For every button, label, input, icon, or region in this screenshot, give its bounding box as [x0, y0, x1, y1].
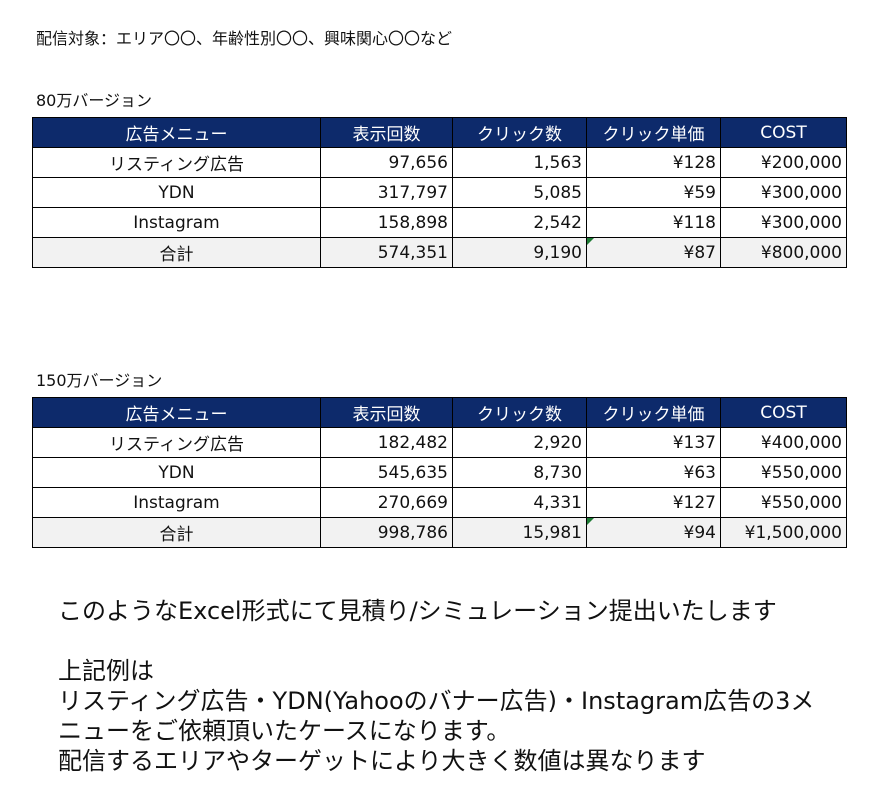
cell-cost: ¥300,000: [720, 177, 847, 208]
explanation-notes: このようなExcel形式にて見積り/シミュレーション提出いたします 上記例は リ…: [58, 596, 814, 776]
header-cost: COST: [720, 397, 847, 428]
table-total-row: 合計 998,786 15,981 ¥94 ¥1,500,000: [32, 517, 847, 548]
estimate-table-800k: 広告メニュー 表示回数 クリック数 クリック単価 COST リスティング広告 9…: [32, 117, 847, 268]
cell-impressions: 158,898: [320, 207, 453, 238]
table-row: Instagram 158,898 2,542 ¥118 ¥300,000: [32, 207, 847, 238]
version-label-1500k: 150万バージョン: [36, 371, 163, 390]
header-impressions: 表示回数: [320, 397, 453, 428]
cell-cost: ¥400,000: [720, 427, 847, 458]
cell-cost: ¥300,000: [720, 207, 847, 238]
cell-cost: ¥800,000: [720, 237, 847, 268]
cell-ad-menu: 合計: [32, 517, 321, 548]
cell-cpc: ¥87: [586, 237, 721, 268]
cell-ad-menu: Instagram: [32, 487, 321, 518]
cell-clicks: 1,563: [452, 147, 587, 178]
table-row: YDN 545,635 8,730 ¥63 ¥550,000: [32, 457, 847, 488]
header-cpc: クリック単価: [586, 397, 721, 428]
notes-line: 上記例は: [58, 657, 154, 685]
cell-cpc: ¥94: [586, 517, 721, 548]
cell-cpc: ¥118: [586, 207, 721, 238]
cell-clicks: 4,331: [452, 487, 587, 518]
cell-clicks: 15,981: [452, 517, 587, 548]
cell-cpc: ¥59: [586, 177, 721, 208]
cell-clicks: 9,190: [452, 237, 587, 268]
cell-ad-menu: リスティング広告: [32, 427, 321, 458]
delivery-target-text: 配信対象：エリア〇〇、年齢性別〇〇、興味関心〇〇など: [36, 29, 453, 48]
cell-cost: ¥550,000: [720, 457, 847, 488]
notes-line: このようなExcel形式にて見積り/シミュレーション提出いたします: [58, 597, 777, 625]
notes-line: リスティング広告・YDN(Yahooのバナー広告)・Instagram広告の3メ: [58, 687, 815, 715]
cell-impressions: 317,797: [320, 177, 453, 208]
header-clicks: クリック数: [452, 117, 587, 148]
table-header-row: 広告メニュー 表示回数 クリック数 クリック単価 COST: [32, 117, 847, 148]
cell-impressions: 998,786: [320, 517, 453, 548]
header-ad-menu: 広告メニュー: [32, 117, 321, 148]
header-ad-menu: 広告メニュー: [32, 397, 321, 428]
notes-line: 配信するエリアやターゲットにより大きく数値は異なります: [58, 747, 706, 775]
table-row: Instagram 270,669 4,331 ¥127 ¥550,000: [32, 487, 847, 518]
cell-cost: ¥1,500,000: [720, 517, 847, 548]
notes-line: ニューをご依頼頂いたケースになります。: [58, 717, 511, 745]
cell-impressions: 97,656: [320, 147, 453, 178]
cell-clicks: 5,085: [452, 177, 587, 208]
table-row: YDN 317,797 5,085 ¥59 ¥300,000: [32, 177, 847, 208]
cell-ad-menu: YDN: [32, 177, 321, 208]
cell-impressions: 545,635: [320, 457, 453, 488]
cell-cpc: ¥137: [586, 427, 721, 458]
table-row: リスティング広告 182,482 2,920 ¥137 ¥400,000: [32, 427, 847, 458]
cell-cost: ¥550,000: [720, 487, 847, 518]
cell-impressions: 574,351: [320, 237, 453, 268]
header-cpc: クリック単価: [586, 117, 721, 148]
cell-impressions: 270,669: [320, 487, 453, 518]
header-clicks: クリック数: [452, 397, 587, 428]
cell-ad-menu: 合計: [32, 237, 321, 268]
cell-cpc: ¥128: [586, 147, 721, 178]
cell-impressions: 182,482: [320, 427, 453, 458]
cell-cpc: ¥127: [586, 487, 721, 518]
cell-clicks: 8,730: [452, 457, 587, 488]
cell-ad-menu: Instagram: [32, 207, 321, 238]
version-label-800k: 80万バージョン: [36, 91, 153, 110]
table-header-row: 広告メニュー 表示回数 クリック数 クリック単価 COST: [32, 397, 847, 428]
header-cost: COST: [720, 117, 847, 148]
table-row: リスティング広告 97,656 1,563 ¥128 ¥200,000: [32, 147, 847, 178]
header-impressions: 表示回数: [320, 117, 453, 148]
cell-clicks: 2,920: [452, 427, 587, 458]
table-total-row: 合計 574,351 9,190 ¥87 ¥800,000: [32, 237, 847, 268]
cell-ad-menu: リスティング広告: [32, 147, 321, 178]
cell-cpc: ¥63: [586, 457, 721, 488]
estimate-table-1500k: 広告メニュー 表示回数 クリック数 クリック単価 COST リスティング広告 1…: [32, 397, 847, 548]
cell-clicks: 2,542: [452, 207, 587, 238]
cell-cost: ¥200,000: [720, 147, 847, 178]
cell-ad-menu: YDN: [32, 457, 321, 488]
